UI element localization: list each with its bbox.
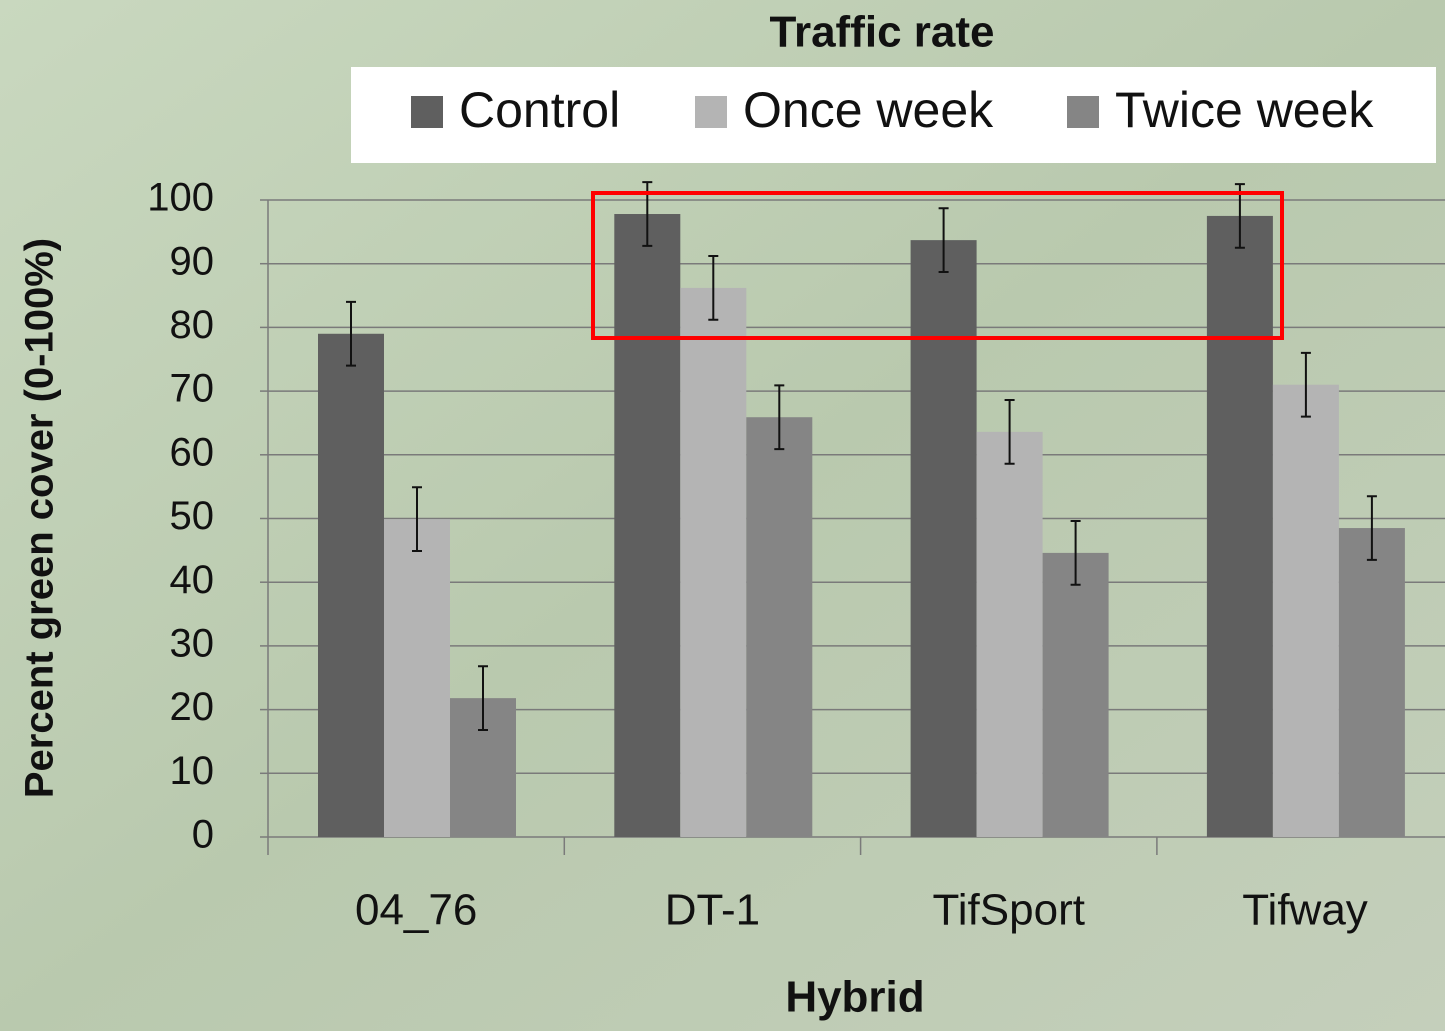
bar bbox=[318, 334, 384, 837]
legend-label: Once week bbox=[743, 82, 994, 138]
bar bbox=[384, 519, 450, 837]
y-tick-label: 20 bbox=[170, 685, 215, 729]
y-tick-label: 10 bbox=[170, 749, 215, 793]
legend-swatch bbox=[695, 96, 727, 128]
x-tick-label: 04_76 bbox=[355, 886, 477, 935]
legend-swatch bbox=[1067, 96, 1099, 128]
bar bbox=[1043, 553, 1109, 837]
y-tick-label: 30 bbox=[170, 621, 215, 665]
chart: Traffic rate Percent green cover (0-100%… bbox=[0, 0, 1445, 1031]
y-tick-label: 50 bbox=[170, 494, 215, 538]
legend-title: Traffic rate bbox=[770, 8, 995, 57]
bar bbox=[911, 240, 977, 837]
y-tick-label: 0 bbox=[192, 813, 214, 857]
bar bbox=[977, 432, 1043, 837]
y-tick-label: 40 bbox=[170, 558, 215, 602]
bar bbox=[1273, 385, 1339, 837]
legend-label: Twice week bbox=[1115, 82, 1374, 138]
y-tick-label: 90 bbox=[170, 239, 215, 283]
x-axis-title: Hybrid bbox=[785, 973, 924, 1022]
bar bbox=[1207, 216, 1273, 837]
bar bbox=[680, 288, 746, 837]
y-tick-label: 60 bbox=[170, 430, 215, 474]
y-axis-title: Percent green cover (0-100%) bbox=[18, 238, 62, 798]
x-tick-label: Tifway bbox=[1242, 886, 1368, 935]
bar bbox=[1339, 528, 1405, 837]
y-tick-label: 80 bbox=[170, 303, 215, 347]
legend-label: Control bbox=[459, 82, 620, 138]
x-tick-label: DT-1 bbox=[665, 886, 760, 935]
bar bbox=[614, 214, 680, 837]
x-tick-label: TifSport bbox=[933, 886, 1085, 935]
legend-swatch bbox=[411, 96, 443, 128]
y-tick-label: 70 bbox=[170, 367, 215, 411]
bar bbox=[746, 417, 812, 837]
y-tick-label: 100 bbox=[147, 176, 214, 220]
